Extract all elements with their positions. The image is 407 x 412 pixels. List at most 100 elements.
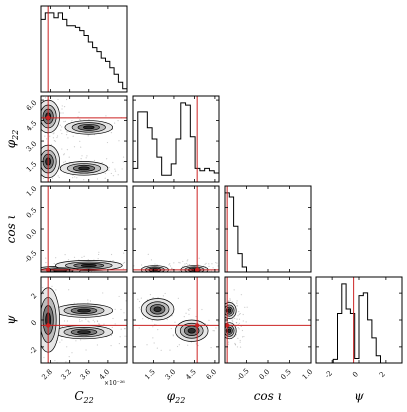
sample-point (54, 140, 57, 142)
sample-point (43, 356, 45, 359)
panel-content (225, 186, 311, 272)
sample-point (215, 261, 217, 264)
x-tick-label: 1.5 (143, 368, 157, 382)
sample-point (110, 172, 112, 175)
sample-point (227, 301, 229, 303)
sample-point (188, 313, 190, 315)
sample-point (29, 272, 30, 273)
sample-point (112, 317, 114, 320)
sample-point (222, 314, 223, 315)
sample-point (63, 121, 65, 123)
sample-point (111, 278, 112, 279)
sample-point (229, 298, 231, 300)
sample-point (38, 335, 39, 336)
panel-content (133, 277, 219, 363)
sample-point (138, 327, 140, 329)
sample-point (61, 105, 63, 107)
ylabel-cosi: cos ι (4, 215, 18, 244)
xlabel-C22-main: C (74, 389, 83, 403)
sample-point (212, 330, 214, 332)
x-tick-label: 1.0 (301, 368, 315, 382)
sample-point (78, 319, 81, 321)
y-tick-label: 0.0 (25, 228, 39, 242)
sample-point (21, 318, 22, 319)
sample-point (24, 315, 25, 316)
x-tick-label: 2.8 (40, 368, 54, 382)
sample-point (211, 263, 213, 265)
sample-point (73, 302, 75, 304)
sample-point (32, 270, 33, 271)
sample-point (169, 265, 172, 267)
sample-point (117, 120, 119, 122)
sample-point (223, 325, 224, 326)
sample-point (187, 259, 189, 261)
sample-point (86, 155, 88, 157)
sample-point (171, 279, 172, 280)
sample-point (104, 172, 106, 175)
sample-point (184, 263, 186, 265)
sample-point (68, 156, 70, 158)
sample-point (57, 384, 58, 385)
sample-point (183, 315, 185, 318)
sample-point (140, 264, 143, 266)
sample-point (59, 198, 60, 199)
sample-point (76, 177, 78, 179)
sample-point (169, 349, 171, 351)
ylabel-psi-main: ψ (4, 315, 18, 325)
sample-point (124, 328, 126, 330)
sample-point (38, 341, 39, 342)
sample-point (85, 157, 87, 159)
sample-point (11, 263, 12, 264)
sample-point (168, 272, 169, 273)
sample-point (36, 158, 37, 159)
sample-point (120, 328, 122, 330)
sample-point (61, 325, 63, 328)
sample-point (53, 132, 55, 134)
sample-point (87, 302, 89, 304)
sample-point (132, 275, 133, 276)
sample-point (188, 309, 190, 312)
sample-point (10, 331, 11, 332)
sample-point (221, 320, 222, 321)
sample-point (154, 274, 155, 275)
sample-point (212, 267, 214, 269)
sample-point (119, 336, 121, 338)
sample-point (106, 158, 108, 160)
sample-point (139, 172, 140, 173)
sample-point (14, 274, 15, 275)
panel-C22-phi22: 1.5 3.0 4.5 6.0 (25, 95, 140, 199)
sample-point (154, 323, 156, 326)
sample-point (133, 265, 135, 267)
sample-point (227, 343, 230, 345)
sample-point (238, 311, 240, 313)
sample-point (83, 179, 85, 181)
sample-point (28, 141, 29, 142)
sample-point (96, 344, 99, 346)
sample-point (172, 334, 174, 336)
sample-point (241, 329, 244, 332)
y-tick-label: 3.0 (25, 140, 39, 154)
sample-point (53, 262, 55, 265)
sample-point (118, 140, 120, 142)
y-tick-label: 2 (30, 292, 39, 301)
sample-point (225, 320, 227, 322)
y-tick-label: 1.5 (25, 160, 39, 174)
sample-point (63, 320, 66, 322)
panel-phi22-cosi (132, 185, 220, 276)
sample-point (89, 300, 92, 302)
sample-point (81, 320, 83, 322)
sample-point (87, 299, 89, 301)
sample-point (54, 261, 55, 262)
sample-point (237, 337, 239, 340)
sample-point (236, 318, 238, 320)
sample-point (87, 135, 89, 137)
sample-point (108, 166, 110, 169)
x-tick-label: 0 (351, 370, 360, 379)
sample-point (223, 295, 224, 296)
sample-point (232, 321, 234, 323)
sample-point (32, 275, 33, 276)
contour-level-4 (227, 328, 232, 333)
sample-point (65, 361, 67, 363)
x-tick-label: 3.6 (79, 367, 93, 381)
sample-point (80, 146, 82, 148)
